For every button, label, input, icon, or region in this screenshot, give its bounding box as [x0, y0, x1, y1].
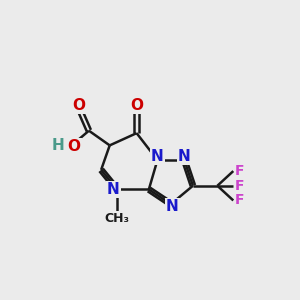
Text: F: F	[235, 194, 244, 207]
Text: N: N	[107, 182, 120, 197]
Text: H: H	[52, 139, 65, 154]
Text: N: N	[151, 149, 164, 164]
Text: N: N	[166, 199, 178, 214]
Text: F: F	[235, 179, 244, 193]
Text: F: F	[235, 164, 244, 178]
Text: N: N	[178, 149, 191, 164]
Text: F: F	[235, 179, 244, 193]
Text: CH₃: CH₃	[104, 212, 130, 225]
Text: H: H	[52, 138, 65, 153]
Text: F: F	[235, 164, 244, 178]
Text: F: F	[235, 194, 244, 207]
Text: O: O	[68, 139, 81, 154]
Text: O: O	[73, 98, 85, 113]
Text: O: O	[130, 98, 143, 112]
